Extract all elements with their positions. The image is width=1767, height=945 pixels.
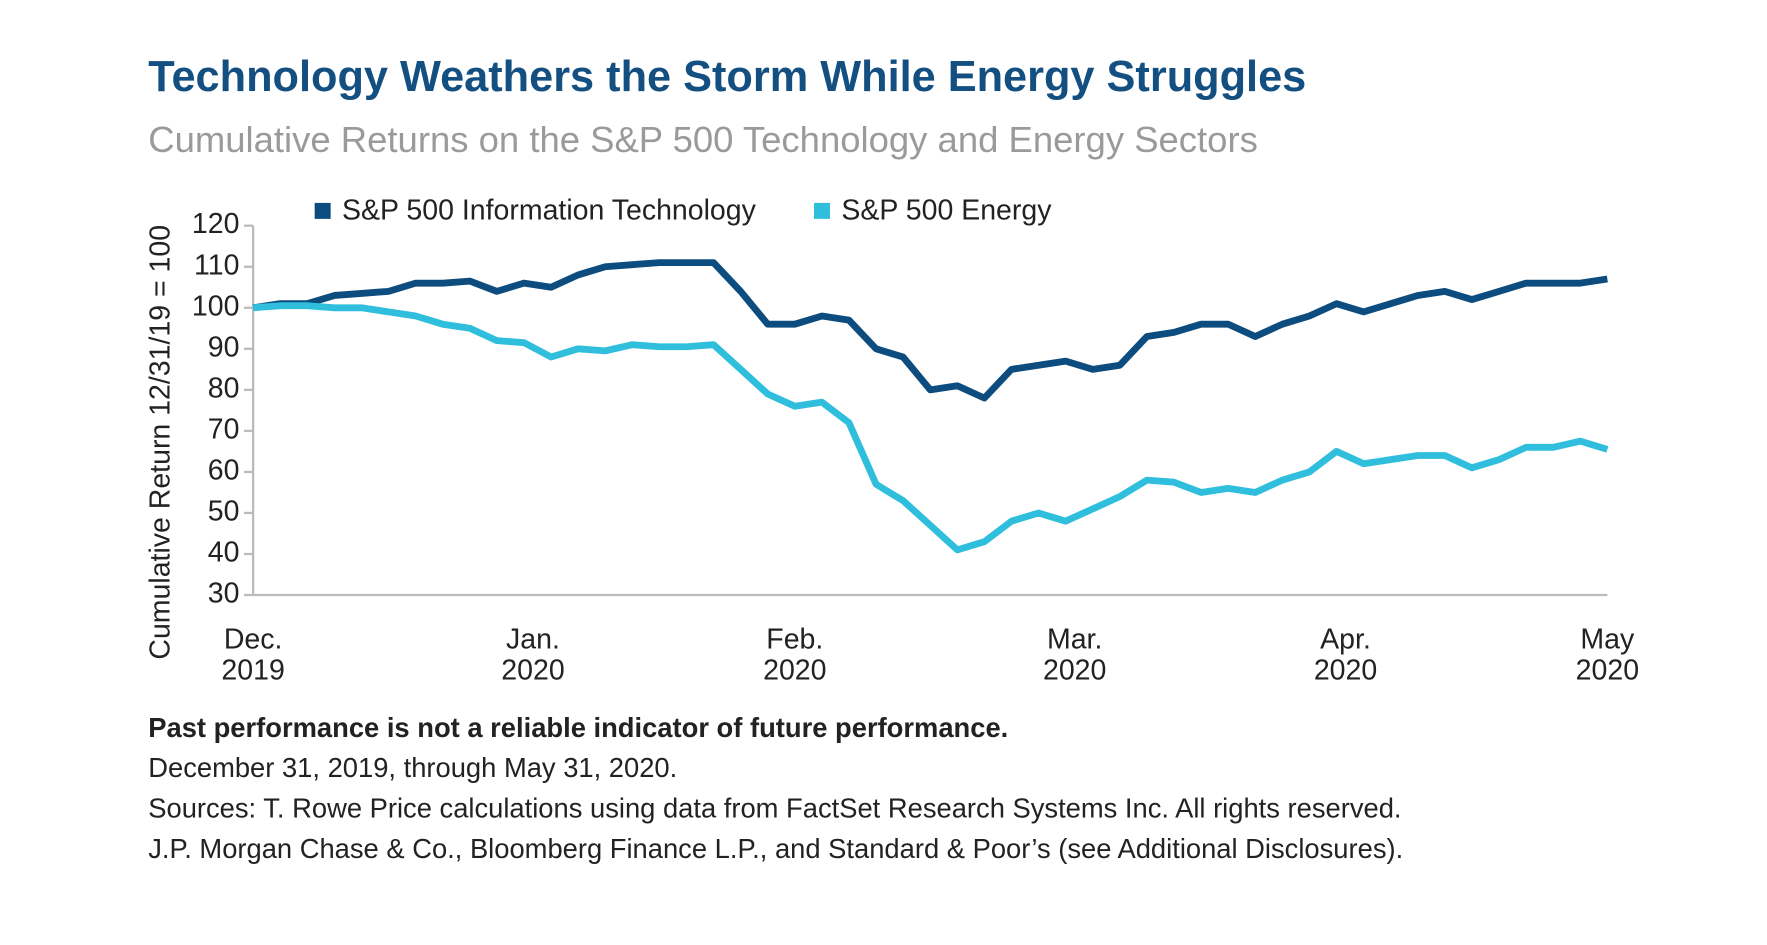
- y-tick-label: 50: [208, 495, 240, 527]
- y-tick-label: 40: [208, 537, 240, 569]
- y-tick-label: 30: [208, 578, 240, 610]
- x-tick-label: Jan. 2020: [501, 624, 565, 687]
- x-tick-label: May 2020: [1575, 624, 1640, 687]
- x-tick-label-box: Feb. 2020: [763, 624, 827, 687]
- footnote: December 31, 2019, through May 31, 2020.: [148, 752, 677, 783]
- footnote: Sources: T. Rowe Price calculations usin…: [148, 793, 1401, 824]
- legend-label: S&P 500 Energy: [841, 195, 1052, 227]
- x-tick-label: Apr. 2020: [1313, 624, 1378, 687]
- footnote: J.P. Morgan Chase & Co., Bloomberg Finan…: [148, 833, 1403, 864]
- x-tick-label-box: Apr. 2020: [1313, 624, 1378, 687]
- y-tick-label: 70: [208, 413, 240, 445]
- x-tick-label-box: Jan. 2020: [501, 624, 565, 687]
- chart-title: Technology Weathers the Storm While Ener…: [148, 53, 1306, 101]
- x-tick-label-box: May 2020: [1575, 624, 1640, 687]
- x-tick-label: Dec. 2019: [221, 624, 285, 687]
- x-tick-label: Mar. 2020: [1042, 624, 1107, 687]
- y-tick-label: 90: [208, 331, 240, 363]
- chart-subtitle: Cumulative Returns on the S&P 500 Techno…: [148, 119, 1258, 160]
- legend-label: S&P 500 Information Technology: [342, 195, 757, 227]
- x-tick-label-box: Dec. 2019: [221, 624, 285, 687]
- series-line: [252, 259, 1608, 402]
- legend-swatch: [814, 202, 830, 219]
- y-tick-label: 120: [192, 208, 240, 240]
- x-tick-label: Feb. 2020: [763, 624, 827, 687]
- y-tick-label: 100: [192, 290, 240, 322]
- y-tick-label: 80: [208, 372, 240, 404]
- legend-swatch: [314, 202, 331, 219]
- x-tick-label-box: Mar. 2020: [1042, 624, 1107, 687]
- y-tick-label: 110: [194, 249, 239, 281]
- footnote: Past performance is not a reliable indic…: [148, 712, 1008, 743]
- series-line: [252, 302, 1609, 554]
- y-tick-label: 60: [208, 454, 240, 486]
- y-axis-label: Cumulative Return 12/31/19 = 100: [144, 225, 176, 660]
